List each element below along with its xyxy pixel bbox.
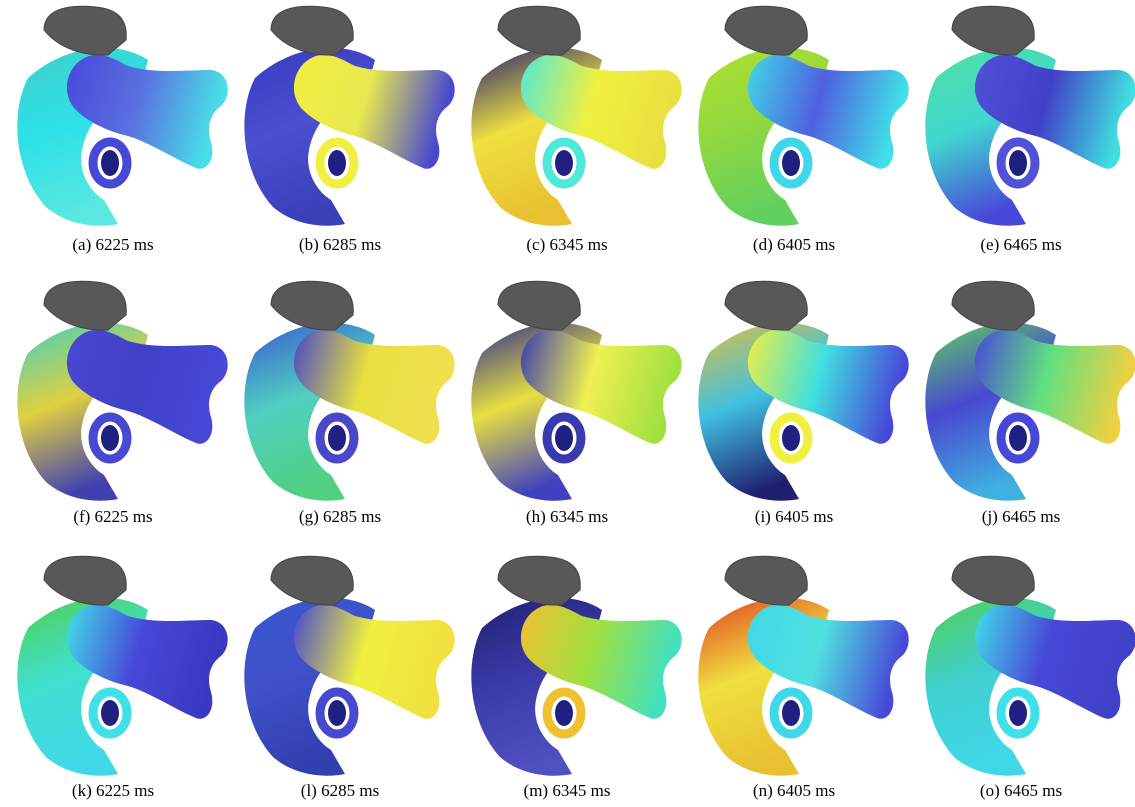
vein-ring	[996, 412, 1040, 464]
vein-opening	[555, 700, 573, 726]
panel	[244, 280, 455, 501]
panel	[698, 280, 909, 501]
panel	[244, 555, 455, 776]
panel-caption: (m) 6345 ms	[524, 781, 611, 800]
vein-opening	[101, 700, 119, 726]
vein-ring	[315, 412, 359, 464]
vein-opening	[101, 425, 119, 451]
panel-caption: (h) 6345 ms	[526, 507, 608, 526]
panels: (a) 6225 ms (b) 6285 ms (c) 6345 ms (d) 640…	[17, 5, 1135, 800]
vein-ring	[996, 137, 1040, 189]
panel	[17, 5, 228, 226]
vein-opening	[1009, 150, 1027, 176]
vein-opening	[1009, 425, 1027, 451]
vein-ring	[315, 137, 359, 189]
vein-opening	[328, 425, 346, 451]
panel	[925, 280, 1135, 501]
panel	[244, 5, 455, 226]
vein-ring	[88, 412, 132, 464]
panel	[925, 555, 1135, 776]
panel-caption: (f) 6225 ms	[73, 507, 152, 526]
panel-caption: (o) 6465 ms	[980, 781, 1062, 800]
vein-opening	[101, 150, 119, 176]
panel	[925, 5, 1135, 226]
panel	[471, 555, 682, 776]
gray-cap	[497, 555, 581, 606]
gray-cap	[43, 280, 127, 331]
panel-caption: (g) 6285 ms	[299, 507, 381, 526]
gray-cap	[951, 5, 1035, 56]
gray-cap	[724, 280, 808, 331]
vein-ring	[996, 687, 1040, 739]
gray-cap	[497, 5, 581, 56]
vein-opening	[782, 700, 800, 726]
panel	[471, 280, 682, 501]
vein-ring	[542, 687, 586, 739]
vein-ring	[315, 687, 359, 739]
panel-caption: (b) 6285 ms	[299, 235, 381, 254]
vein-opening	[1009, 700, 1027, 726]
gray-cap	[43, 5, 127, 56]
panel-caption: (k) 6225 ms	[72, 781, 154, 800]
panel-caption: (l) 6285 ms	[301, 781, 379, 800]
vein-ring	[542, 137, 586, 189]
panel	[698, 555, 909, 776]
vein-opening	[328, 150, 346, 176]
gray-cap	[951, 555, 1035, 606]
gray-cap	[43, 555, 127, 606]
vein-ring	[88, 137, 132, 189]
gray-cap	[951, 280, 1035, 331]
vein-ring	[88, 687, 132, 739]
panel-caption: (c) 6345 ms	[526, 235, 607, 254]
vein-opening	[782, 150, 800, 176]
vein-opening	[555, 425, 573, 451]
vein-opening	[328, 700, 346, 726]
panel-caption: (d) 6405 ms	[753, 235, 835, 254]
gray-cap	[270, 555, 354, 606]
vein-opening	[782, 425, 800, 451]
panel-caption: (n) 6405 ms	[753, 781, 835, 800]
vein-ring	[542, 412, 586, 464]
panel-caption: (j) 6465 ms	[982, 507, 1060, 526]
gray-cap	[724, 5, 808, 56]
vein-opening	[555, 150, 573, 176]
vein-ring	[769, 412, 813, 464]
gray-cap	[724, 555, 808, 606]
panel	[471, 5, 682, 226]
panel-caption: (e) 6465 ms	[980, 235, 1061, 254]
gray-cap	[270, 280, 354, 331]
vein-ring	[769, 687, 813, 739]
panel	[17, 280, 228, 501]
vein-ring	[769, 137, 813, 189]
panel-caption: (a) 6225 ms	[72, 235, 153, 254]
panel-caption: (i) 6405 ms	[755, 507, 833, 526]
gray-cap	[497, 280, 581, 331]
panel	[698, 5, 909, 226]
gray-cap	[270, 5, 354, 56]
panel	[17, 555, 228, 776]
